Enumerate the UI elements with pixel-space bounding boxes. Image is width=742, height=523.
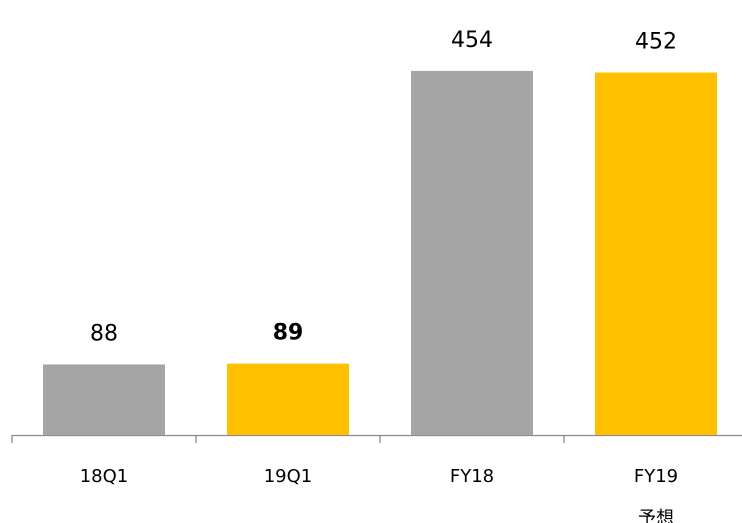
bar	[595, 72, 717, 435]
bar	[227, 363, 349, 435]
value-label: 89	[273, 321, 304, 346]
value-label: 454	[451, 28, 493, 53]
x-tick-label: 19Q1	[263, 466, 313, 487]
x-tick-label: FY19 予想	[633, 466, 679, 523]
x-tick-label: 18Q1	[79, 466, 129, 487]
value-label: 88	[90, 321, 118, 346]
bar	[411, 70, 533, 435]
bar	[43, 364, 165, 435]
x-tick-label: FY18	[449, 466, 495, 487]
value-label: 452	[635, 29, 677, 54]
